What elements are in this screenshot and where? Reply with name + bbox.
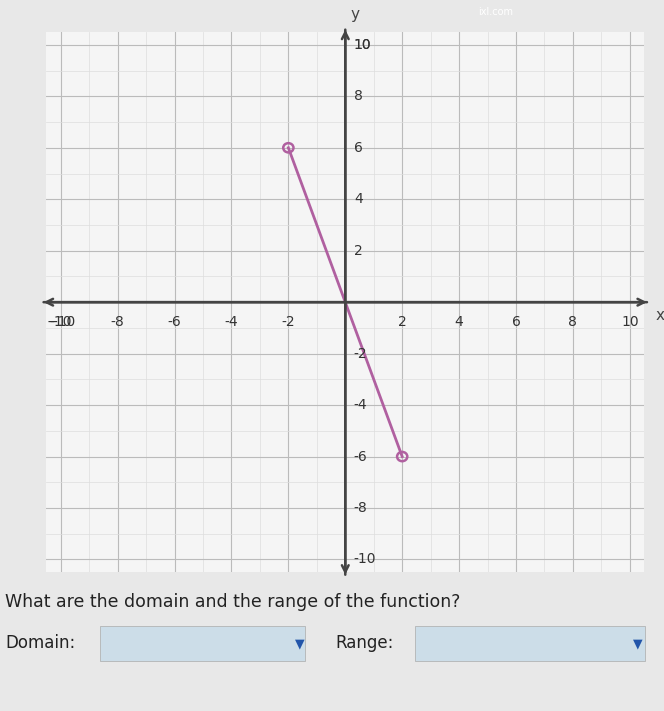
FancyBboxPatch shape: [415, 626, 645, 661]
Text: -8: -8: [111, 315, 124, 329]
Text: -4: -4: [354, 398, 367, 412]
Text: y: y: [351, 6, 360, 22]
Text: x: x: [655, 308, 664, 323]
Text: 6: 6: [354, 141, 363, 155]
Text: 10: 10: [354, 38, 371, 52]
Text: 8: 8: [354, 90, 363, 103]
Text: 2: 2: [398, 315, 406, 329]
Text: -10: -10: [49, 315, 72, 329]
Text: 8: 8: [568, 315, 578, 329]
Text: What are the domain and the range of the function?: What are the domain and the range of the…: [5, 593, 460, 611]
Text: 10: 10: [621, 315, 639, 329]
Text: Range:: Range:: [335, 634, 393, 652]
Text: -6: -6: [354, 449, 368, 464]
Text: -2: -2: [354, 347, 367, 360]
Text: 6: 6: [511, 315, 521, 329]
Text: 2: 2: [354, 244, 363, 257]
Text: ▼: ▼: [295, 638, 305, 651]
Text: -2: -2: [282, 315, 295, 329]
Text: ▼: ▼: [633, 638, 643, 651]
Text: ixl.com: ixl.com: [478, 7, 513, 18]
Text: -6: -6: [168, 315, 181, 329]
Text: Domain:: Domain:: [5, 634, 75, 652]
Text: −10: −10: [46, 315, 75, 329]
Text: -4: -4: [224, 315, 238, 329]
FancyBboxPatch shape: [100, 626, 305, 661]
Text: 10: 10: [354, 38, 371, 52]
Text: 4: 4: [354, 192, 363, 206]
Text: 4: 4: [455, 315, 463, 329]
Text: -10: -10: [354, 552, 376, 567]
Text: -8: -8: [354, 501, 368, 515]
